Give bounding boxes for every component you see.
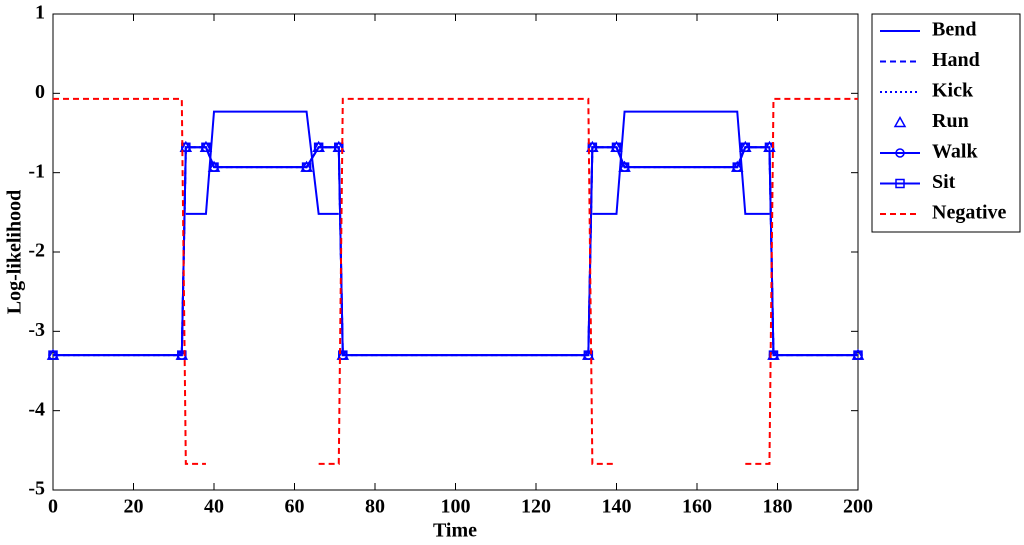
x-tick-label: 160 <box>682 496 712 518</box>
marker <box>201 142 211 153</box>
marker <box>177 350 187 360</box>
marker <box>587 142 598 153</box>
x-tick-label: 20 <box>124 496 144 518</box>
marker <box>338 350 348 360</box>
y-tick-label: 0 <box>35 81 45 103</box>
legend-label: Hand <box>932 49 980 71</box>
series-line <box>185 110 770 215</box>
x-tick-label: 180 <box>763 496 793 518</box>
marker <box>895 178 905 189</box>
marker <box>209 162 219 172</box>
legend-label: Negative <box>932 202 1007 224</box>
marker <box>583 350 594 360</box>
y-axis-label: Log-likelihood <box>4 190 26 314</box>
marker <box>313 142 324 153</box>
y-tick-label: -4 <box>28 398 45 420</box>
marker <box>611 142 622 153</box>
legend-label: Bend <box>932 19 976 41</box>
marker <box>181 142 191 153</box>
marker <box>732 162 742 172</box>
x-tick-label: 40 <box>204 496 224 518</box>
legend-label: Run <box>932 110 969 132</box>
y-tick-label: -2 <box>28 240 45 262</box>
marker <box>619 162 630 172</box>
legend-label: Walk <box>932 141 978 163</box>
y-tick-label: -3 <box>28 319 45 341</box>
marker <box>48 350 58 360</box>
y-tick-label: -5 <box>28 478 45 500</box>
marker <box>893 115 907 128</box>
x-tick-label: 100 <box>441 496 471 518</box>
y-tick-label: 1 <box>35 2 45 24</box>
legend-label: Sit <box>932 171 956 193</box>
x-tick-label: 80 <box>365 496 385 518</box>
plot-frame <box>52 13 859 491</box>
series-line <box>53 97 858 465</box>
marker <box>768 350 779 360</box>
x-tick-label: 0 <box>48 496 58 518</box>
marker <box>301 162 312 172</box>
marker <box>740 142 751 153</box>
x-tick-label: 140 <box>602 496 632 518</box>
x-axis-label: Time <box>433 520 477 542</box>
legend-label: Kick <box>932 80 974 102</box>
y-tick-label: -1 <box>28 160 45 182</box>
marker <box>334 142 344 153</box>
marker <box>853 350 863 360</box>
x-tick-label: 200 <box>843 496 873 518</box>
marker <box>895 148 905 158</box>
x-tick-label: 120 <box>521 496 551 518</box>
x-tick-label: 60 <box>285 496 305 518</box>
